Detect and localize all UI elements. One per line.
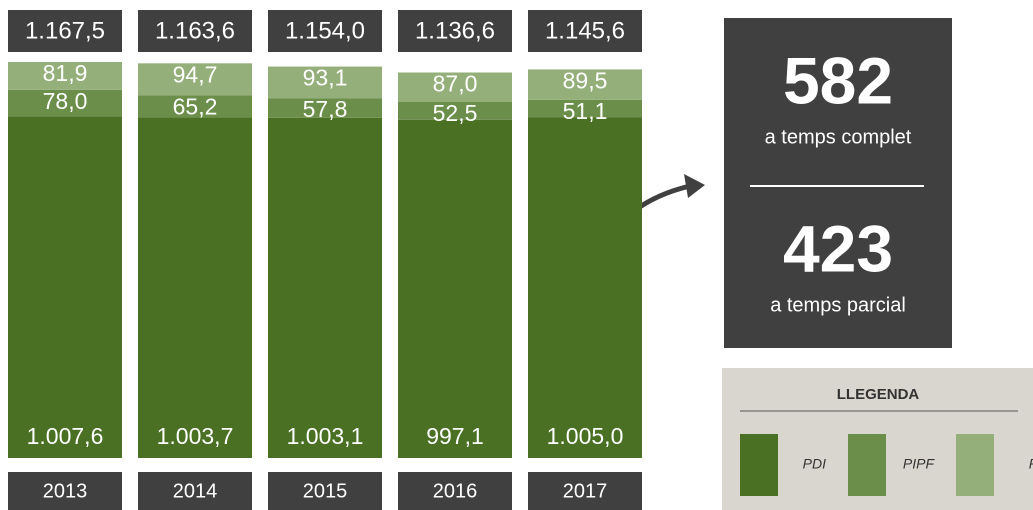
bar-segment	[528, 117, 642, 459]
legend-title: LLEGENDA	[837, 386, 920, 403]
legend-swatch	[956, 434, 994, 496]
value-label: 1.003,1	[287, 423, 364, 449]
bar-segment	[8, 116, 122, 458]
value-label: 51,1	[563, 98, 608, 124]
arrow-head	[684, 174, 705, 198]
x-tick-label: 2014	[173, 480, 218, 502]
bar-segment	[268, 98, 382, 118]
value-label: 94,7	[173, 61, 218, 87]
bar-segment	[138, 117, 252, 458]
value-label: 87,0	[433, 71, 478, 97]
value-label: 997,1	[426, 423, 484, 449]
annotation-label: a temps complet	[765, 126, 912, 148]
value-label: 1.005,0	[547, 423, 624, 449]
bar-segment	[398, 119, 512, 458]
total-box	[138, 10, 252, 52]
value-label: 1.003,7	[157, 423, 234, 449]
legend-swatch	[848, 434, 886, 496]
value-label: 78,0	[43, 88, 88, 114]
bar-segment	[268, 117, 382, 458]
total-label: 1.154,0	[285, 17, 365, 44]
value-label: 57,8	[303, 96, 348, 122]
total-box	[8, 10, 122, 52]
x-tick-label: 2015	[303, 480, 348, 502]
bar-segment	[268, 66, 382, 99]
legend-label: PI	[1029, 456, 1033, 472]
x-tick-label: 2016	[433, 480, 478, 502]
annotation-panel	[724, 18, 952, 348]
annotation-label: a temps parcial	[770, 294, 906, 316]
total-box	[268, 10, 382, 52]
bar-segment	[8, 89, 122, 117]
year-box	[268, 472, 382, 510]
x-tick-label: 2013	[43, 480, 88, 502]
value-label: 65,2	[173, 94, 218, 120]
bar-segment	[398, 72, 512, 102]
value-label: 81,9	[43, 60, 88, 86]
total-box	[398, 10, 512, 52]
bar-segment	[528, 99, 642, 118]
legend-swatch	[740, 434, 778, 496]
total-label: 1.167,5	[25, 17, 105, 44]
year-box	[8, 472, 122, 510]
bar-segment	[8, 62, 122, 90]
legend-label: PDI	[803, 456, 826, 472]
total-box	[528, 10, 642, 52]
value-label: 93,1	[303, 65, 348, 91]
annotation-value: 423	[783, 211, 893, 285]
total-label: 1.163,6	[155, 17, 235, 44]
total-label: 1.136,6	[415, 17, 495, 44]
bar-segment	[398, 101, 512, 120]
bar-segment	[138, 63, 252, 96]
value-label: 52,5	[433, 100, 478, 126]
value-label: 1.007,6	[27, 423, 104, 449]
x-tick-label: 2017	[563, 480, 608, 502]
value-label: 89,5	[563, 68, 608, 94]
bar-segment	[528, 69, 642, 100]
bar-segment	[138, 95, 252, 118]
year-box	[138, 472, 252, 510]
total-label: 1.145,6	[545, 17, 625, 44]
year-box	[528, 472, 642, 510]
legend-label: PIPF	[903, 456, 936, 472]
year-box	[398, 472, 512, 510]
annotation-value: 582	[783, 43, 893, 117]
